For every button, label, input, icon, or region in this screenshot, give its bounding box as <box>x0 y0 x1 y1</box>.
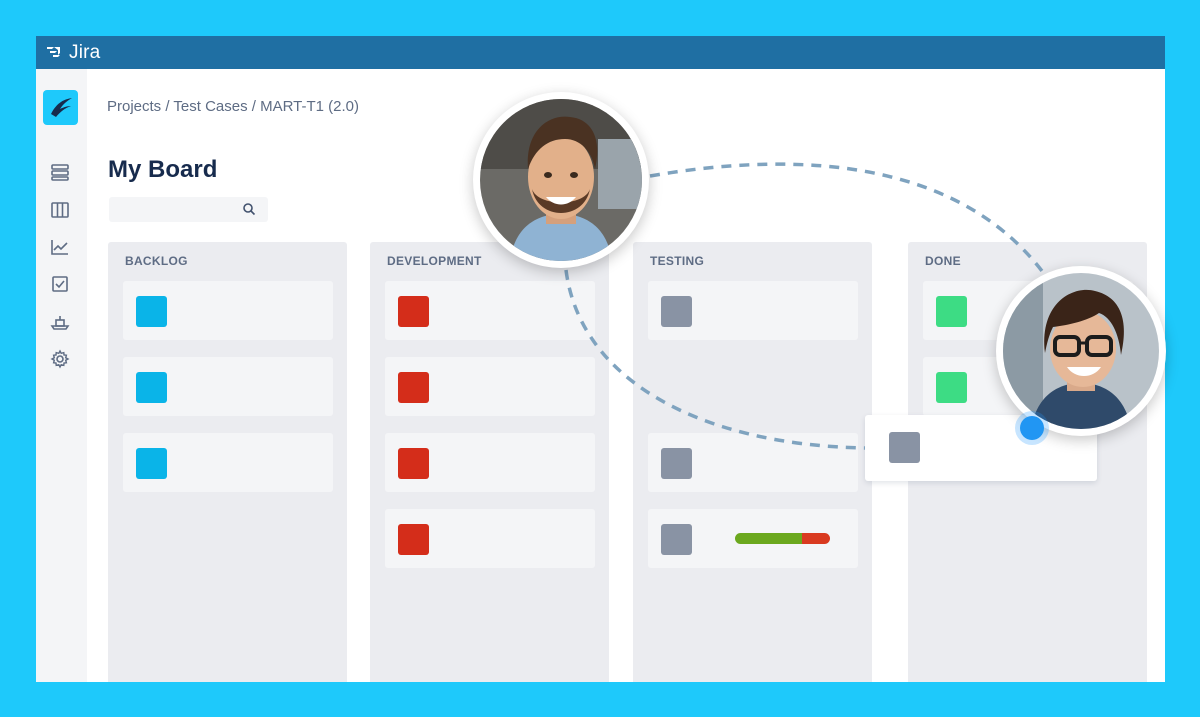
card[interactable] <box>385 433 595 492</box>
column-backlog: BACKLOG <box>108 242 347 682</box>
app-name: Jira <box>69 42 101 63</box>
jira-icon <box>47 47 60 57</box>
column-title: BACKLOG <box>125 254 188 268</box>
card[interactable] <box>648 281 858 340</box>
releases-icon[interactable] <box>50 312 70 332</box>
collaborator-avatar-1[interactable] <box>473 92 649 268</box>
card[interactable] <box>648 509 858 568</box>
jira-logo[interactable]: Jira <box>45 42 100 64</box>
tests-icon[interactable] <box>50 274 70 294</box>
test-progress-bar <box>735 533 830 544</box>
column-title: TESTING <box>650 254 705 268</box>
column-testing: TESTING <box>633 242 872 682</box>
issue-type-icon <box>661 448 692 479</box>
issue-type-icon <box>398 296 429 327</box>
avatar-photo <box>480 99 642 261</box>
person-icon <box>480 99 642 261</box>
issue-type-icon <box>398 524 429 555</box>
card[interactable] <box>385 509 595 568</box>
issue-type-icon <box>661 296 692 327</box>
search-input[interactable] <box>109 197 268 222</box>
issue-type-icon <box>136 448 167 479</box>
sidebar <box>36 69 87 682</box>
issue-type-icon <box>889 432 920 463</box>
drag-cursor <box>1015 411 1049 445</box>
issue-type-icon <box>136 296 167 327</box>
card[interactable] <box>123 433 333 492</box>
breadcrumb[interactable]: Projects / Test Cases / MART-T1 (2.0) <box>107 98 360 115</box>
collaborator-avatar-2[interactable] <box>996 266 1166 436</box>
project-logo-icon <box>51 98 72 117</box>
backlog-icon[interactable] <box>50 162 70 182</box>
page-title: My Board <box>108 156 218 183</box>
card[interactable] <box>385 357 595 416</box>
avatar-photo <box>1003 273 1159 429</box>
settings-icon[interactable] <box>50 349 70 369</box>
issue-type-icon <box>936 372 967 403</box>
issue-type-icon <box>936 296 967 327</box>
column-title: DEVELOPMENT <box>387 254 482 268</box>
column-development: DEVELOPMENT <box>370 242 609 682</box>
card[interactable] <box>648 433 858 492</box>
reports-icon[interactable] <box>50 237 70 257</box>
board-icon[interactable] <box>50 200 70 220</box>
search-icon[interactable] <box>242 202 256 216</box>
progress-remaining <box>801 533 830 544</box>
project-avatar[interactable] <box>43 90 78 125</box>
column-title: DONE <box>925 254 961 268</box>
top-bar: Jira <box>36 36 1165 69</box>
progress-done <box>735 533 802 544</box>
issue-type-icon <box>661 524 692 555</box>
dragged-card[interactable] <box>865 415 1097 481</box>
issue-type-icon <box>398 372 429 403</box>
card[interactable] <box>385 281 595 340</box>
person-icon <box>1003 273 1159 429</box>
card[interactable] <box>123 281 333 340</box>
issue-type-icon <box>136 372 167 403</box>
issue-type-icon <box>398 448 429 479</box>
card[interactable] <box>123 357 333 416</box>
